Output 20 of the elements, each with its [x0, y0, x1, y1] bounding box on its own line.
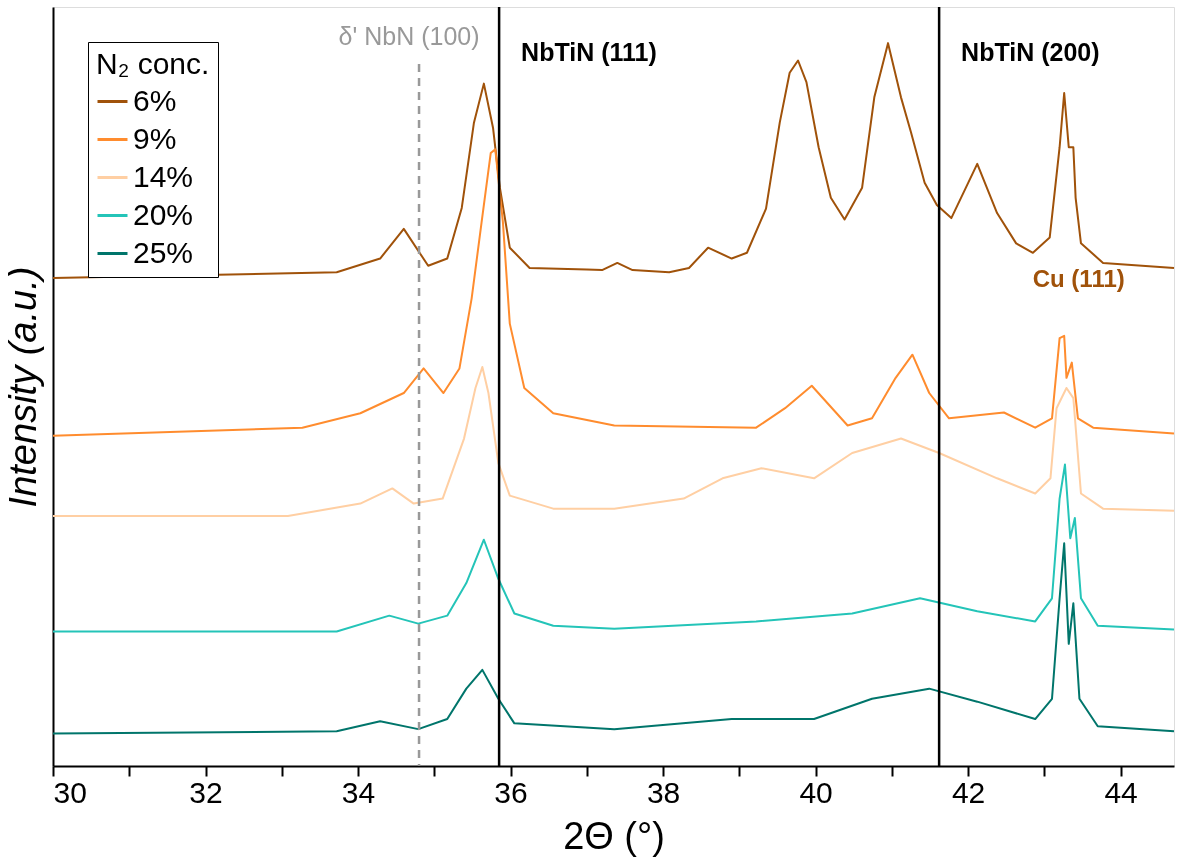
ref-line-label: δ' NbN (100): [338, 22, 480, 51]
x-tick-label: 38: [646, 775, 681, 809]
x-tick-label: 32: [189, 775, 223, 809]
legend-title: N₂ conc.: [96, 47, 210, 80]
legend-label: 25%: [133, 235, 194, 269]
legend-label: 20%: [133, 197, 194, 231]
x-tick-label: 30: [53, 775, 87, 809]
y-axis-title: Intensity (a.u.): [1, 266, 44, 508]
x-tick-label: 42: [951, 775, 986, 809]
x-tick-label: 44: [1104, 775, 1138, 809]
legend-label: 14%: [133, 159, 194, 193]
legend-label: 6%: [133, 83, 177, 117]
annotation: Cu (111): [1032, 265, 1125, 293]
x-tick-label: 36: [494, 775, 528, 809]
x-axis-title: 2Θ (°): [563, 814, 665, 857]
ref-line-label: NbTiN (111): [521, 37, 657, 66]
x-tick-label: 34: [341, 775, 376, 809]
legend-label: 9%: [133, 121, 177, 155]
ref-line-label: NbTiN (200): [961, 37, 1100, 66]
x-tick-label: 40: [799, 775, 833, 809]
